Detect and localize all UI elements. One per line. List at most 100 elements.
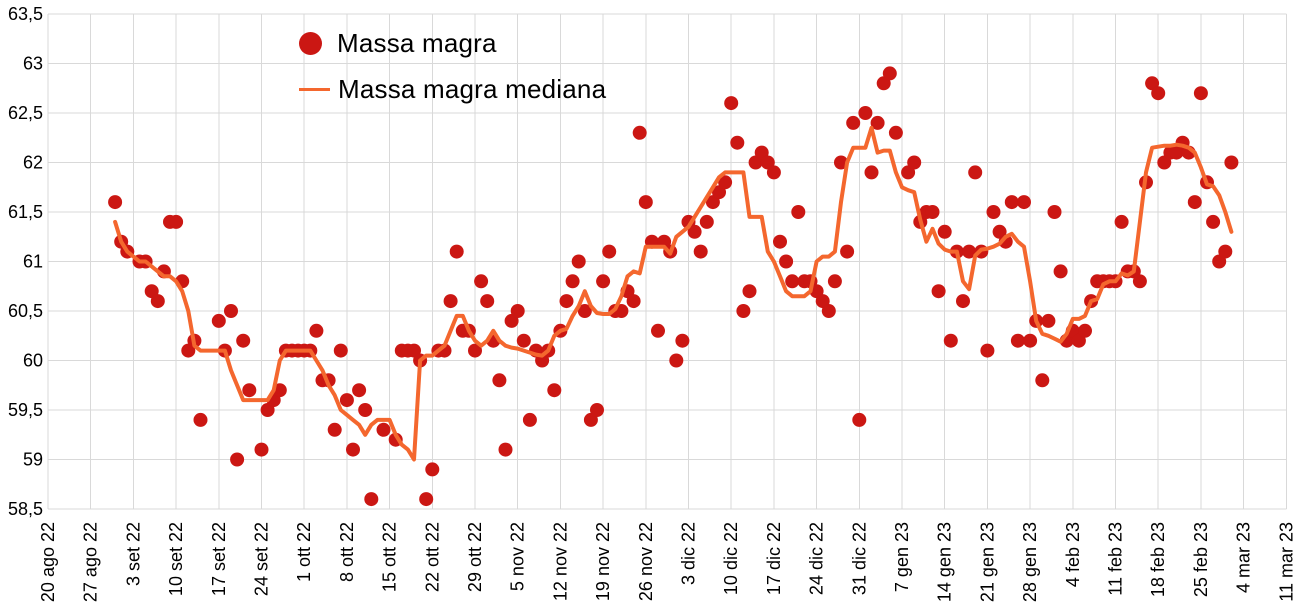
legend-label-massa-magra: Massa magra xyxy=(337,27,497,58)
data-point xyxy=(1224,155,1239,170)
data-point xyxy=(980,343,995,358)
x-axis-tick-label: 3 set 22 xyxy=(123,522,143,586)
data-point xyxy=(596,274,611,289)
data-point xyxy=(1078,323,1092,338)
y-axis-tick-label: 60 xyxy=(23,351,43,371)
data-point xyxy=(742,284,757,299)
x-axis-tick-label: 31 dic 22 xyxy=(849,522,869,595)
data-point xyxy=(498,442,513,457)
data-point xyxy=(327,422,342,437)
data-point xyxy=(846,115,861,130)
x-axis-tick-label: 1 ott 22 xyxy=(294,522,314,582)
legend-item-mediana: Massa magra mediana xyxy=(299,66,606,112)
x-axis-tick-label: 29 ott 22 xyxy=(465,522,485,592)
data-point xyxy=(1004,195,1019,210)
data-point xyxy=(333,343,348,358)
data-point xyxy=(339,393,354,408)
data-point xyxy=(821,304,836,318)
data-point xyxy=(687,224,702,239)
x-axis-tick-label: 7 gen 23 xyxy=(892,522,912,592)
data-point xyxy=(364,492,379,507)
data-point xyxy=(858,106,873,120)
y-axis-tick-label: 61 xyxy=(23,252,43,272)
data-point xyxy=(785,274,800,289)
x-axis-tick-label: 24 dic 22 xyxy=(807,522,827,595)
y-axis-tick-label: 58,5 xyxy=(8,499,43,519)
data-point xyxy=(1132,274,1147,289)
data-point xyxy=(931,284,946,299)
data-point xyxy=(108,195,123,210)
y-axis-tick-label: 63 xyxy=(23,54,43,74)
x-axis-tick-label: 11 feb 23 xyxy=(1106,522,1126,596)
data-point xyxy=(1218,244,1233,259)
legend-item-massa-magra: Massa magra xyxy=(299,20,606,66)
data-point xyxy=(669,353,684,368)
data-point xyxy=(718,175,733,190)
data-point xyxy=(962,244,977,259)
x-axis-tick-label: 8 ott 22 xyxy=(337,522,357,582)
data-point xyxy=(571,254,586,269)
y-axis-tick-label: 59 xyxy=(23,450,43,470)
data-point xyxy=(779,254,794,269)
data-point xyxy=(1017,195,1031,210)
data-point xyxy=(1047,205,1062,219)
data-point xyxy=(224,304,238,318)
data-point xyxy=(840,244,855,259)
chart-legend: Massa magra Massa magra mediana xyxy=(299,20,606,112)
x-axis-tick-label: 21 gen 23 xyxy=(977,522,997,602)
data-point xyxy=(638,195,653,210)
data-point xyxy=(943,333,958,348)
x-axis-tick-label: 19 nov 22 xyxy=(593,522,613,601)
data-point xyxy=(547,383,562,398)
data-point xyxy=(937,224,952,239)
data-point xyxy=(254,442,269,457)
x-axis-tick-label: 11 mar 23 xyxy=(1276,522,1296,602)
data-point xyxy=(766,165,781,180)
data-point xyxy=(773,234,787,249)
x-axis-tick-label: 3 dic 22 xyxy=(679,522,699,585)
data-point xyxy=(651,323,665,338)
data-point xyxy=(1151,86,1166,101)
data-point xyxy=(230,452,245,467)
data-point xyxy=(376,422,391,437)
y-axis-tick-label: 62,5 xyxy=(8,103,43,123)
data-point xyxy=(516,333,531,348)
data-point xyxy=(925,205,940,219)
data-point xyxy=(1023,333,1038,348)
x-axis-tick-label: 24 set 22 xyxy=(252,522,272,596)
data-point xyxy=(150,294,165,309)
x-axis-tick-label: 15 ott 22 xyxy=(380,522,400,592)
data-point xyxy=(699,214,714,229)
data-point xyxy=(1035,373,1050,388)
data-point xyxy=(425,462,440,477)
y-axis-tick-label: 59,5 xyxy=(8,400,43,420)
data-point xyxy=(882,66,897,81)
y-axis-tick-label: 60,5 xyxy=(8,301,43,321)
data-point xyxy=(870,115,885,130)
x-axis-tick-label: 27 ago 22 xyxy=(81,522,101,602)
data-point xyxy=(834,155,848,170)
data-point xyxy=(242,383,257,398)
data-point xyxy=(986,205,1001,219)
data-point xyxy=(626,294,641,309)
data-point xyxy=(1041,313,1056,328)
data-point xyxy=(724,96,739,111)
data-point xyxy=(559,294,574,309)
data-point xyxy=(577,304,592,318)
legend-label-mediana: Massa magra mediana xyxy=(338,73,607,104)
data-point xyxy=(474,274,489,289)
data-point xyxy=(346,442,360,457)
data-point xyxy=(211,313,226,328)
data-point xyxy=(791,205,806,219)
data-point xyxy=(864,165,879,180)
x-axis-tick-label: 22 ott 22 xyxy=(422,522,442,592)
data-point xyxy=(602,244,617,259)
x-axis-tick-label: 26 nov 22 xyxy=(636,522,656,601)
data-point xyxy=(693,244,708,259)
data-point xyxy=(419,492,434,507)
median-line xyxy=(113,125,1234,462)
x-axis-tick-label: 4 feb 23 xyxy=(1063,522,1083,587)
x-axis-tick-label: 17 set 22 xyxy=(209,522,229,596)
data-point xyxy=(968,165,983,180)
